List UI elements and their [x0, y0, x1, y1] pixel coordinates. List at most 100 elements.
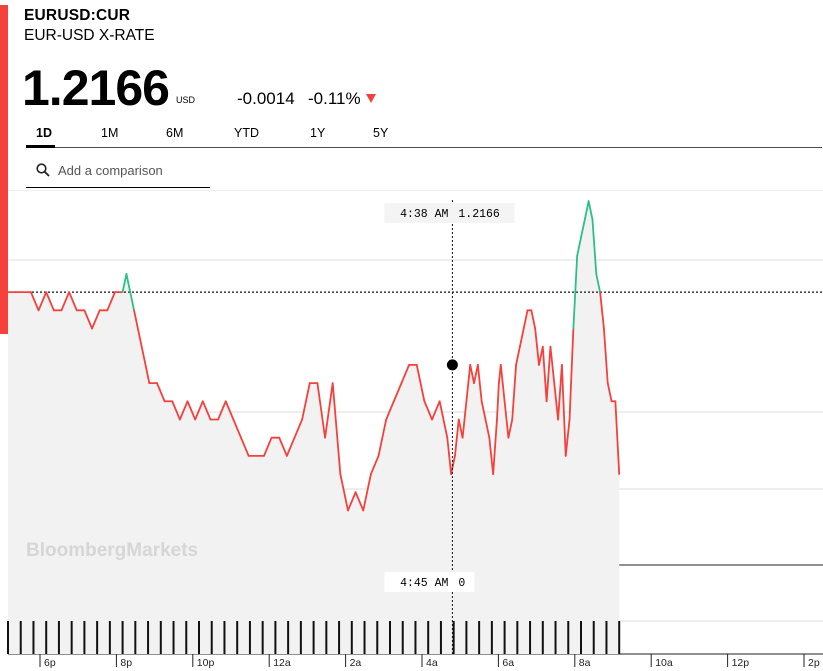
tab-5y[interactable]: 5Y: [373, 126, 389, 140]
price-segment: [473, 364, 479, 384]
volume-bars: [7, 621, 621, 654]
price-segment: [568, 327, 575, 421]
price-segment: [293, 418, 304, 439]
last-price: 1.2166: [22, 60, 170, 116]
x-tick-label: 2a: [350, 657, 362, 669]
crosshair-value: 1.2166: [458, 208, 500, 221]
price-segment: [603, 327, 609, 384]
price-segment: [561, 364, 567, 457]
x-axis: 6p 8p 10p 12a 2a 4a 6a 8a 10a 12p 2p: [39, 654, 820, 669]
price-segment: [469, 364, 475, 384]
price-segment: [194, 400, 204, 421]
price-segment: [30, 291, 40, 312]
price-segment: [484, 418, 491, 439]
price-segment: [507, 418, 514, 439]
volume-tooltip: 4:45 AM 0: [384, 572, 475, 592]
comparison-input[interactable]: [58, 161, 208, 179]
price-segment: [263, 436, 273, 457]
price-segment: [83, 309, 93, 330]
price-segment: [557, 364, 563, 421]
price-segment: [324, 382, 334, 439]
price-segment: [465, 364, 472, 403]
price-segment: [133, 309, 143, 348]
tab-ytd[interactable]: YTD: [234, 126, 259, 140]
active-tab-underline: [26, 145, 55, 148]
price-segment: [580, 218, 586, 239]
price-segment: [541, 345, 548, 403]
price-segment: [423, 400, 433, 421]
price-segment: [385, 400, 395, 421]
x-tick-label: 4a: [426, 657, 438, 669]
price-segment: [572, 254, 579, 330]
x-tick-label: 8p: [120, 657, 132, 669]
price-segment: [450, 454, 456, 475]
tab-1d[interactable]: 1D: [36, 126, 52, 140]
security-name: EUR-USD X-RATE: [24, 27, 155, 44]
price-segment: [369, 454, 380, 475]
price-chart[interactable]: BloombergMarkets 4:38 AM 1.2166 4:45 AM …: [0, 190, 823, 671]
price-segment: [301, 382, 311, 421]
price-segment: [454, 418, 460, 457]
price-segment: [553, 382, 559, 421]
price-segment: [285, 436, 296, 457]
price-segment: [545, 345, 552, 403]
price-segment: [354, 491, 365, 512]
price-segment: [224, 400, 235, 421]
price-segment: [614, 400, 621, 475]
price-segment: [278, 436, 288, 457]
volume-crosshair-time: 4:45 AM: [400, 577, 448, 590]
price-segment: [400, 364, 411, 384]
price-segment: [60, 291, 71, 312]
price-segment: [496, 382, 500, 421]
price-segment: [534, 327, 540, 366]
price-segment: [316, 382, 326, 439]
price-segment: [446, 436, 453, 475]
price-segment: [518, 327, 525, 348]
x-tick-label: 6p: [44, 657, 56, 669]
price-segment: [331, 382, 342, 475]
crosshair-time: 4:38 AM: [400, 208, 448, 221]
accent-bar: [0, 5, 8, 334]
price-segment: [178, 400, 189, 421]
crosshair-point: [446, 359, 458, 371]
price-segment: [171, 400, 181, 421]
price-series: [7, 200, 621, 512]
price-segment: [480, 400, 487, 421]
x-tick-label: 2p: [808, 657, 820, 669]
price-currency: USD: [176, 95, 196, 105]
x-tick-label: 12a: [273, 657, 291, 669]
price-segment: [511, 364, 517, 421]
price-segment: [377, 418, 388, 457]
tab-1y[interactable]: 1Y: [310, 126, 326, 140]
price-segment: [232, 418, 242, 439]
price-segment: [362, 473, 372, 512]
price-segment: [492, 418, 498, 475]
x-tick-label: 6a: [502, 657, 514, 669]
price-segment: [583, 200, 590, 221]
price-segment: [438, 400, 449, 439]
x-tick-label: 10p: [197, 657, 215, 669]
price-segment: [530, 309, 537, 330]
x-tick-label: 12p: [732, 657, 750, 669]
price-segment: [347, 491, 357, 512]
volume-crosshair-value: 0: [458, 577, 465, 590]
price-segment: [392, 382, 403, 403]
price-segment: [499, 364, 506, 403]
price-segment: [415, 364, 426, 403]
price-segment: [68, 291, 78, 312]
price-segment: [339, 473, 349, 512]
price-segment: [121, 273, 128, 294]
price-segment: [106, 291, 116, 312]
x-tick-label: 8a: [579, 657, 591, 669]
price-change: -0.0014: [237, 89, 295, 108]
price-segment: [595, 273, 601, 294]
price-segment: [201, 400, 212, 421]
tab-6m[interactable]: 6M: [166, 126, 184, 140]
price-segment: [217, 400, 227, 421]
price-segment: [431, 400, 441, 421]
volume-tooltip-bg: [384, 572, 475, 592]
ticker-symbol: EURUSD:CUR: [24, 7, 131, 24]
tab-1m[interactable]: 1M: [101, 126, 119, 140]
x-tick-label: 10a: [655, 657, 673, 669]
price-segment: [488, 436, 495, 475]
